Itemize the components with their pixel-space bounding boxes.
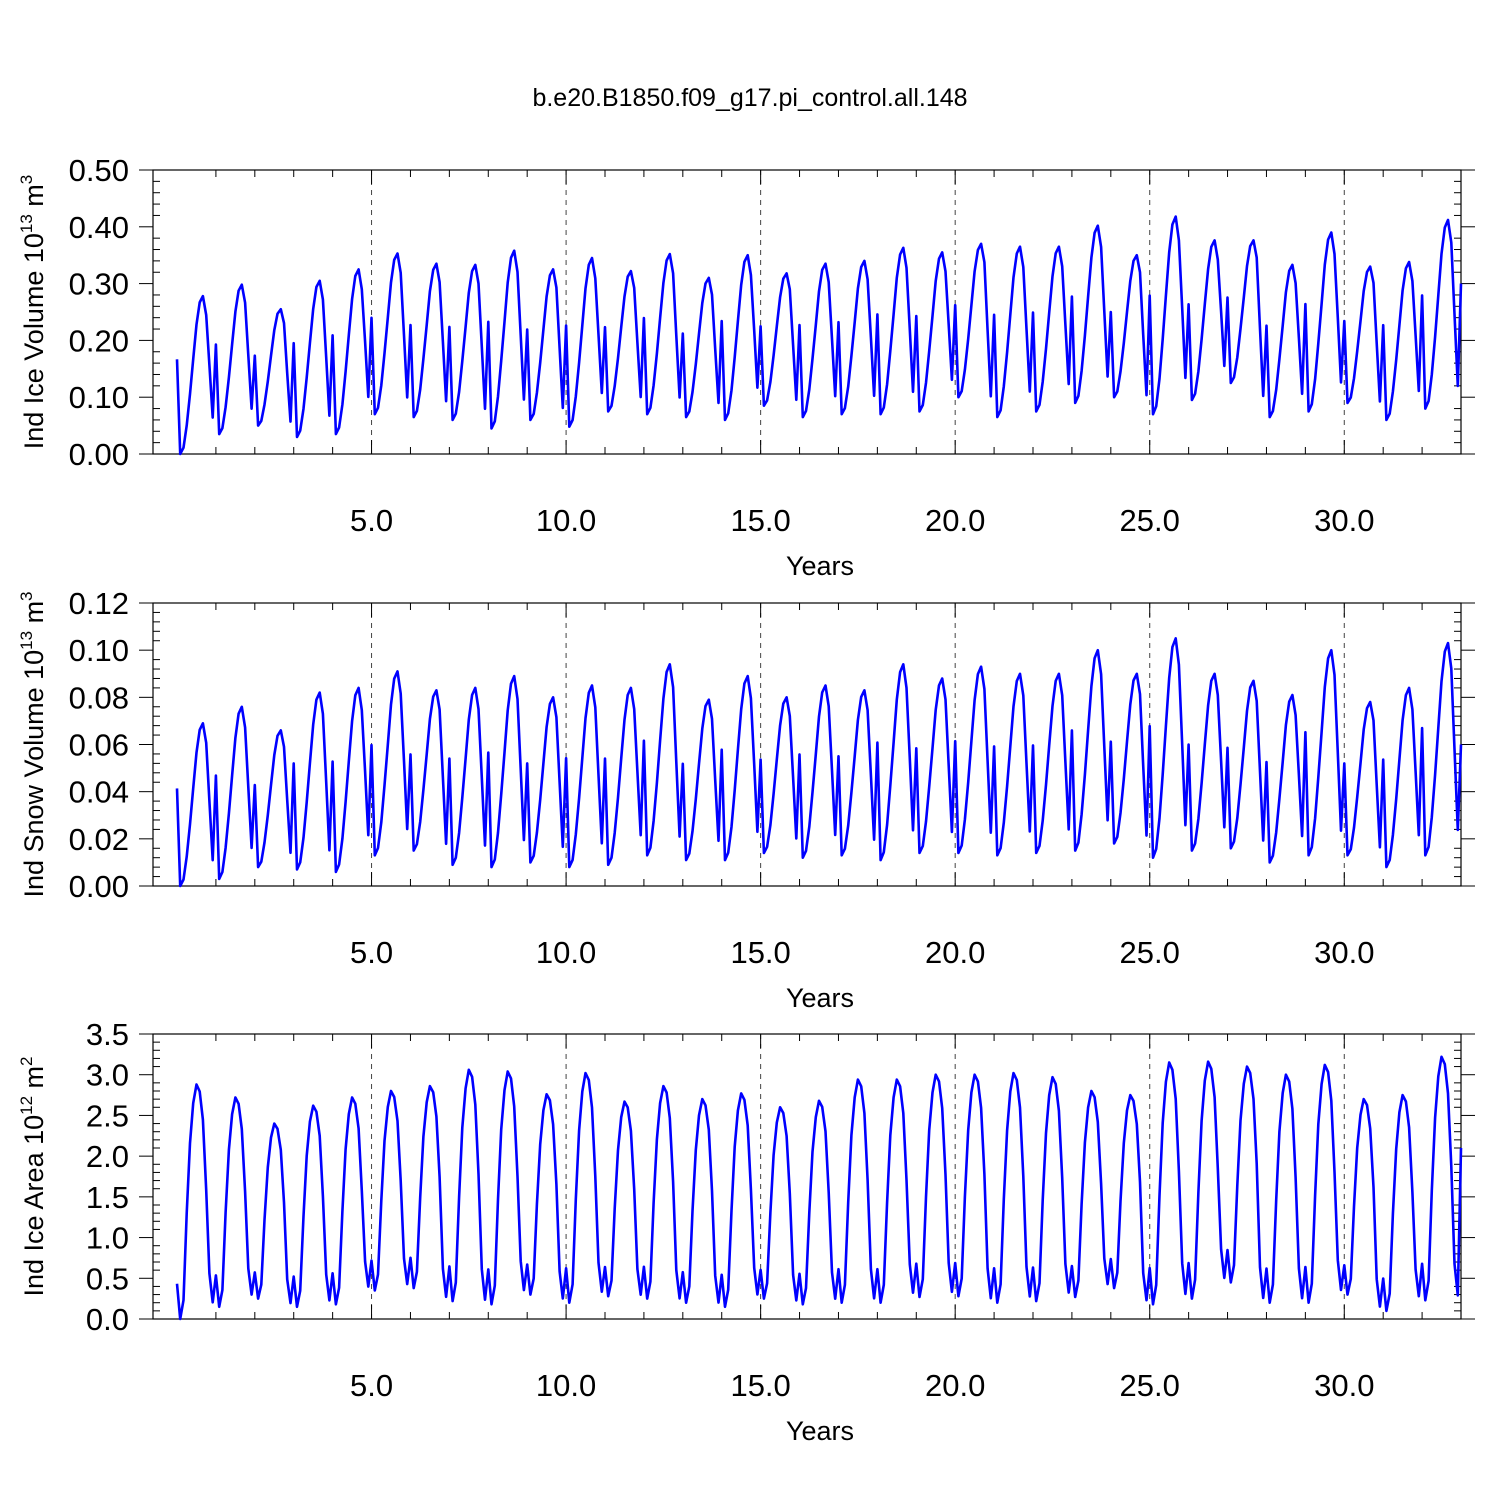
y-tick-label: 1.0 [86, 1221, 129, 1256]
x-tick-label: 5.0 [350, 503, 393, 538]
panel-ice-volume: 0.00 0.10 0.20 0.30 0.40 0.50 5.0 10.0 15.0 20.0 2… [17, 153, 1475, 581]
y-tick-label: 0.04 [69, 775, 129, 810]
x-tick-label: 5.0 [350, 935, 393, 970]
y-tick-label: 0.50 [69, 153, 129, 188]
y-tick-label: 0.02 [69, 822, 129, 857]
y-tick-label: 0.30 [69, 267, 129, 302]
y-axis-title: Ind Ice Volume 1013 m3 [17, 175, 49, 450]
x-tick-label: 15.0 [730, 935, 790, 970]
y-axis-title-unit: m [19, 601, 49, 631]
y-axis-title-exponent: 12 [17, 1096, 36, 1115]
panel-ice-area: 0.0 0.5 1.0 1.5 2.0 2.5 3.0 3.5 5.0 10.0 15.0 20.0 2… [17, 1017, 1475, 1446]
x-tick-label: 25.0 [1120, 1368, 1180, 1403]
x-tick-label: 10.0 [536, 935, 596, 970]
x-tick-label: 10.0 [536, 503, 596, 538]
y-axis-title-unit-exponent: 3 [17, 175, 36, 184]
x-tick-label: 30.0 [1314, 1368, 1374, 1403]
y-tick-label: 1.5 [86, 1180, 129, 1215]
x-axis-title: Years [786, 983, 854, 1013]
panel-snow-volume: 0.00 0.02 0.04 0.06 0.08 0.10 0.12 5.0 10.0 15.0 2… [17, 586, 1475, 1013]
x-tick-label: 20.0 [925, 935, 985, 970]
y-axis-title-text: Ind Snow Volume 10 [19, 650, 49, 898]
y-axis-title-text: Ind Ice Volume 10 [19, 233, 49, 449]
x-axis-title: Years [786, 1416, 854, 1446]
x-tick-label: 25.0 [1120, 935, 1180, 970]
y-tick-label: 0.20 [69, 323, 129, 358]
y-tick-label: 2.0 [86, 1139, 129, 1174]
y-tick-label: 0.06 [69, 728, 129, 763]
y-tick-label: 0.10 [69, 380, 129, 415]
y-tick-label: 0.40 [69, 210, 129, 245]
series-line [175, 1055, 1463, 1321]
y-tick-label: 0.10 [69, 633, 129, 668]
y-tick-label: 0.5 [86, 1261, 129, 1296]
y-tick-label: 0.00 [69, 869, 129, 904]
y-axis-title-text: Ind Ice Area 10 [19, 1115, 49, 1297]
x-tick-label: 15.0 [730, 1368, 790, 1403]
y-axis-title-unit: m [19, 184, 49, 214]
x-tick-label: 20.0 [925, 503, 985, 538]
y-tick-label: 0.00 [69, 437, 129, 472]
series-line [175, 215, 1463, 456]
x-tick-label: 20.0 [925, 1368, 985, 1403]
x-tick-label: 30.0 [1314, 503, 1374, 538]
figure-title: b.e20.B1850.f09_g17.pi_control.all.148 [532, 84, 967, 112]
y-tick-label: 2.5 [86, 1098, 129, 1133]
x-tick-label: 5.0 [350, 1368, 393, 1403]
y-tick-label: 0.12 [69, 586, 129, 621]
y-tick-label: 0.08 [69, 680, 129, 715]
x-tick-label: 30.0 [1314, 935, 1374, 970]
x-axis-title: Years [786, 551, 854, 581]
y-tick-label: 3.5 [86, 1017, 129, 1052]
y-axis-title-unit-exponent: 3 [17, 591, 36, 600]
panels: 0.000.100.200.300.400.505.0 10.0 15.0 20.0 2… [17, 153, 1475, 1446]
y-axis-title-exponent: 13 [17, 214, 36, 233]
y-axis-title-unit-exponent: 2 [17, 1056, 36, 1065]
y-axis-title-exponent: 13 [17, 631, 36, 650]
y-axis-title: Ind Snow Volume 1013 m3 [17, 591, 49, 897]
y-axis-title: Ind Ice Area 1012 m2 [17, 1056, 49, 1296]
y-axis-title-unit: m [19, 1066, 49, 1096]
x-tick-label: 15.0 [730, 503, 790, 538]
y-tick-label: 0.0 [86, 1302, 129, 1337]
x-tick-label: 25.0 [1120, 503, 1180, 538]
series-line [175, 637, 1463, 888]
y-tick-label: 3.0 [86, 1058, 129, 1093]
x-tick-label: 10.0 [536, 1368, 596, 1403]
